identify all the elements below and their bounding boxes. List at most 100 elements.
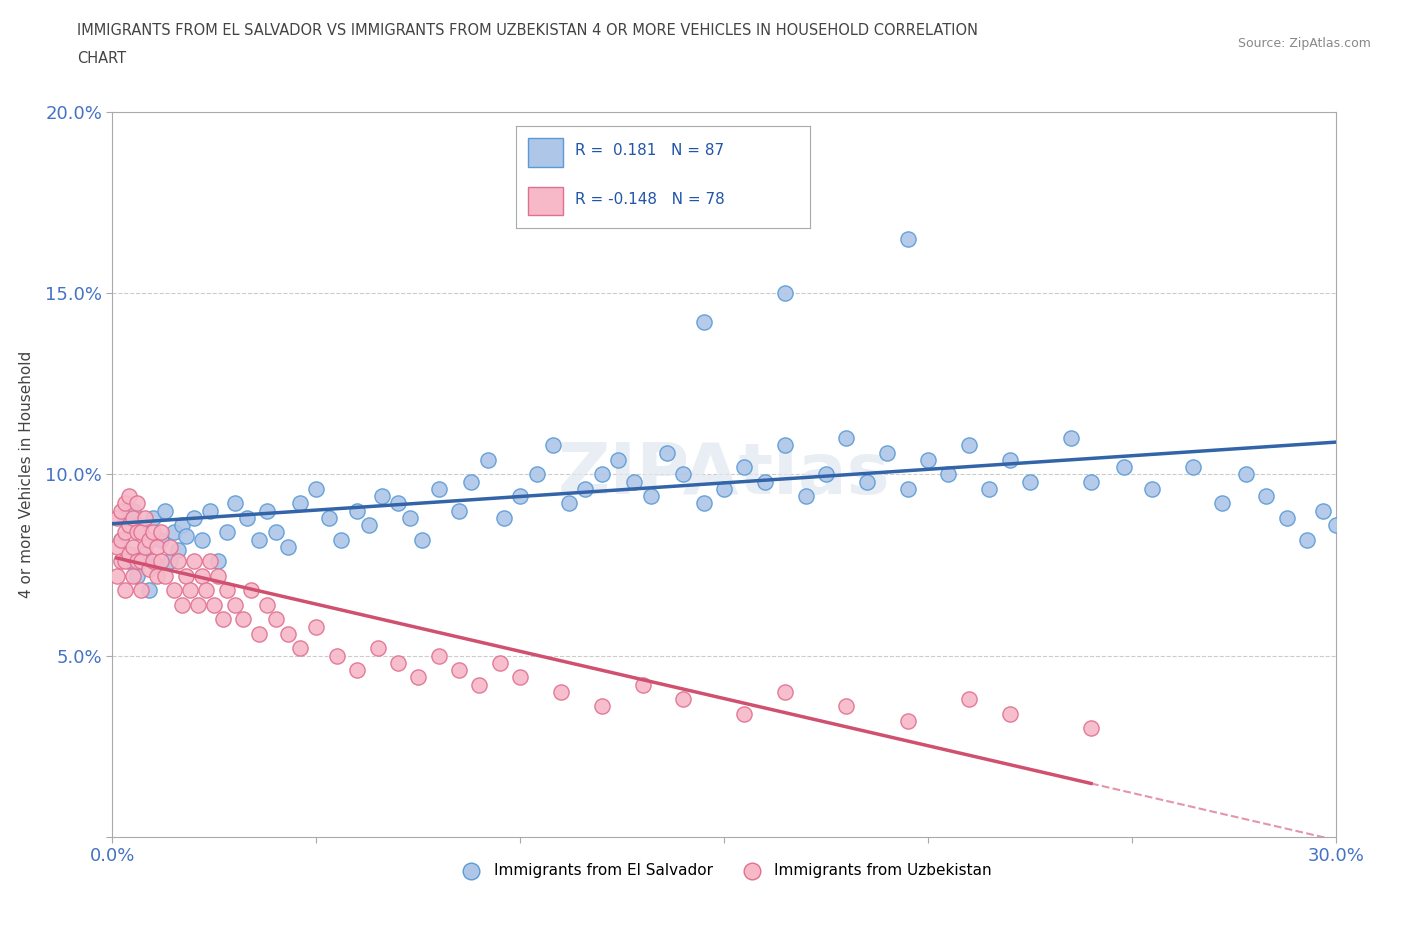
Point bbox=[207, 554, 229, 569]
Point bbox=[489, 656, 512, 671]
Point bbox=[125, 568, 148, 583]
Point bbox=[1080, 721, 1102, 736]
Point bbox=[159, 554, 181, 569]
Point bbox=[138, 583, 160, 598]
Point bbox=[526, 467, 548, 482]
Point bbox=[118, 547, 141, 562]
Point bbox=[215, 583, 238, 598]
Point bbox=[734, 706, 756, 721]
Point bbox=[387, 656, 409, 671]
Point bbox=[775, 286, 797, 300]
Point bbox=[655, 445, 678, 460]
Point bbox=[215, 525, 238, 539]
Point bbox=[318, 511, 340, 525]
Point bbox=[122, 503, 145, 518]
Point bbox=[998, 452, 1021, 467]
Point bbox=[631, 677, 654, 692]
Point bbox=[387, 496, 409, 511]
Point bbox=[256, 597, 278, 612]
Point bbox=[150, 532, 173, 547]
Point bbox=[114, 496, 136, 511]
Point bbox=[672, 692, 695, 707]
Point bbox=[607, 452, 630, 467]
Point bbox=[163, 525, 186, 539]
Point bbox=[1142, 482, 1164, 497]
Point bbox=[122, 568, 145, 583]
Point bbox=[264, 612, 287, 627]
Point bbox=[224, 597, 246, 612]
Point bbox=[110, 554, 132, 569]
Point bbox=[957, 438, 980, 453]
Point bbox=[277, 539, 299, 554]
Point bbox=[134, 539, 156, 554]
Text: Source: ZipAtlas.com: Source: ZipAtlas.com bbox=[1237, 37, 1371, 50]
Point bbox=[264, 525, 287, 539]
Point bbox=[998, 706, 1021, 721]
Point bbox=[957, 692, 980, 707]
Point bbox=[170, 518, 193, 533]
Point bbox=[359, 518, 381, 533]
Point bbox=[1112, 459, 1135, 474]
Point bbox=[1018, 474, 1040, 489]
Point bbox=[174, 528, 197, 543]
Point bbox=[936, 467, 959, 482]
Point bbox=[1211, 496, 1233, 511]
Point bbox=[917, 452, 939, 467]
Point bbox=[794, 488, 817, 503]
Point bbox=[509, 488, 531, 503]
Point bbox=[775, 684, 797, 699]
Point bbox=[1256, 488, 1278, 503]
Point bbox=[574, 482, 596, 497]
Y-axis label: 4 or more Vehicles in Household: 4 or more Vehicles in Household bbox=[18, 351, 34, 598]
Point bbox=[118, 488, 141, 503]
Point bbox=[163, 583, 186, 598]
Point bbox=[232, 612, 254, 627]
Point bbox=[541, 438, 564, 453]
Point bbox=[591, 699, 613, 714]
Point bbox=[224, 496, 246, 511]
Point bbox=[105, 539, 128, 554]
Point bbox=[247, 532, 270, 547]
Point bbox=[693, 496, 716, 511]
Point bbox=[329, 532, 352, 547]
Point bbox=[191, 568, 214, 583]
Point bbox=[468, 677, 491, 692]
Point bbox=[207, 568, 229, 583]
Point bbox=[183, 554, 205, 569]
Point bbox=[370, 488, 392, 503]
Point bbox=[118, 518, 141, 533]
Point bbox=[460, 474, 482, 489]
Point bbox=[110, 503, 132, 518]
Point bbox=[815, 467, 838, 482]
Point bbox=[305, 619, 328, 634]
Point bbox=[129, 554, 152, 569]
Point bbox=[150, 525, 173, 539]
Point bbox=[125, 554, 148, 569]
Point bbox=[1234, 467, 1257, 482]
Point bbox=[366, 641, 388, 656]
Point bbox=[256, 503, 278, 518]
Point bbox=[775, 438, 797, 453]
Point bbox=[174, 568, 197, 583]
Point bbox=[200, 554, 222, 569]
Point bbox=[138, 532, 160, 547]
Point bbox=[195, 583, 218, 598]
Point bbox=[166, 543, 188, 558]
Point bbox=[125, 525, 148, 539]
Point bbox=[734, 459, 756, 474]
Point bbox=[591, 467, 613, 482]
Point bbox=[346, 663, 368, 678]
Point bbox=[146, 539, 169, 554]
Point bbox=[183, 511, 205, 525]
Point bbox=[114, 554, 136, 569]
Point bbox=[142, 554, 165, 569]
Point bbox=[1275, 511, 1298, 525]
Point bbox=[134, 547, 156, 562]
Point bbox=[1324, 518, 1347, 533]
Point bbox=[277, 627, 299, 642]
Point bbox=[114, 511, 136, 525]
Point bbox=[187, 597, 209, 612]
Point bbox=[897, 482, 920, 497]
Point bbox=[288, 496, 311, 511]
Point bbox=[411, 532, 433, 547]
